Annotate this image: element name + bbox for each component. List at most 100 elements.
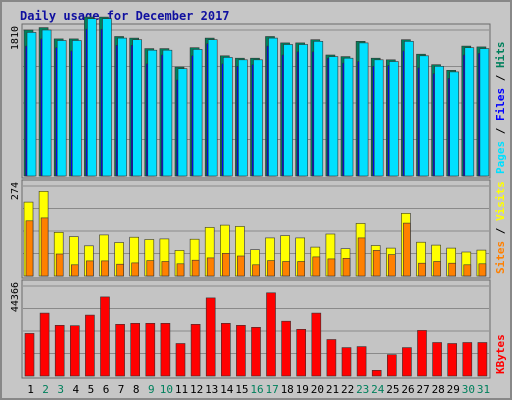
x-tick-day-16: 16 (250, 383, 263, 396)
legend-item-files: Files (494, 88, 507, 121)
x-axis-day-labels: 1 2 3 4 5 6 7 8 9 10 11 12 13 14 15 16 17 18 19 20 21 22 23 24 2… (27, 383, 490, 396)
bar-sites-day-31 (478, 263, 487, 277)
bar-sites-day-5 (86, 260, 94, 277)
bar-pages-day-3 (56, 40, 67, 177)
bar-kbytes-day-11 (175, 343, 186, 377)
bar-kbytes-day-17 (266, 292, 276, 377)
bar-pages-day-31 (479, 48, 490, 177)
x-tick-day-13: 13 (205, 383, 218, 396)
bar-pages-day-8 (132, 39, 142, 177)
bar-sites-day-12 (191, 259, 200, 277)
x-tick-day-30: 30 (462, 383, 475, 396)
bar-pages-day-4 (72, 40, 82, 177)
bar-sites-day-9 (146, 260, 155, 277)
bar-kbytes-day-2 (39, 312, 50, 377)
bar-pages-day-19 (298, 44, 309, 177)
y-max-label: 44366 (10, 282, 21, 312)
bar-kbytes-day-1 (24, 333, 35, 377)
x-tick-day-27: 27 (416, 383, 429, 396)
chart-title: Daily usage for December 2017 (20, 9, 230, 23)
bar-sites-day-11 (176, 263, 185, 277)
x-tick-day-31: 31 (477, 383, 490, 396)
x-tick-day-25: 25 (386, 383, 399, 396)
bar-pages-day-11 (177, 68, 188, 177)
bar-sites-day-30 (463, 264, 472, 277)
x-tick-day-8: 8 (133, 383, 140, 396)
bar-kbytes-day-26 (402, 347, 412, 377)
bar-pages-day-23 (358, 42, 369, 177)
bar-sites-day-4 (71, 264, 79, 277)
bar-pages-day-2 (41, 29, 52, 177)
x-tick-day-3: 3 (57, 383, 64, 396)
bar-sites-day-24 (372, 250, 381, 277)
legend-item-kbytes: KBytes (494, 334, 507, 374)
bar-pages-day-14 (223, 57, 233, 177)
bar-pages-day-26 (404, 40, 414, 177)
bar-pages-day-22 (343, 57, 354, 177)
x-tick-day-19: 19 (296, 383, 309, 396)
bar-sites-day-8 (131, 262, 139, 277)
bar-kbytes-day-21 (326, 339, 337, 377)
bars-kbytes (24, 292, 488, 377)
x-tick-day-12: 12 (190, 383, 203, 396)
bar-sites-day-10 (161, 261, 170, 277)
bar-kbytes-day-4 (70, 325, 80, 377)
bar-kbytes-day-8 (130, 322, 140, 377)
bar-pages-day-24 (373, 59, 384, 177)
bar-sites-day-15 (237, 255, 245, 277)
bar-kbytes-day-9 (145, 322, 156, 377)
bar-pages-day-20 (313, 40, 324, 177)
x-tick-day-15: 15 (235, 383, 248, 396)
bar-sites-day-1 (25, 220, 34, 277)
bar-kbytes-day-27 (417, 330, 427, 377)
bar-kbytes-day-7 (115, 323, 125, 377)
legend-pages-files-hits: Pages / Files / Hits (494, 42, 507, 175)
x-tick-day-5: 5 (88, 383, 95, 396)
bar-kbytes-day-22 (341, 347, 352, 377)
bar-kbytes-day-24 (371, 369, 382, 377)
legend-item-hits: Hits (494, 42, 507, 69)
bar-kbytes-day-30 (462, 342, 473, 377)
bar-pages-day-5 (87, 18, 97, 177)
bar-sites-day-2 (40, 217, 49, 277)
x-tick-day-26: 26 (401, 383, 414, 396)
bar-kbytes-day-23 (356, 346, 367, 377)
x-tick-day-9: 9 (148, 383, 155, 396)
bar-sites-day-27 (418, 262, 426, 277)
bar-kbytes-day-10 (160, 322, 171, 377)
bar-kbytes-day-29 (447, 343, 458, 377)
bar-sites-day-7 (116, 263, 124, 277)
legend-item-visits: Visits (494, 181, 507, 221)
x-tick-day-10: 10 (160, 383, 173, 396)
bar-kbytes-day-16 (251, 326, 261, 377)
bar-pages-day-10 (162, 49, 173, 177)
bar-pages-day-7 (117, 37, 127, 177)
bar-kbytes-day-3 (54, 324, 65, 377)
x-tick-day-6: 6 (103, 383, 110, 396)
x-tick-day-7: 7 (118, 383, 125, 396)
legend-item-pages: Pages (494, 141, 507, 174)
bar-pages-day-21 (328, 56, 339, 177)
legend-kbytes: KBytes (494, 334, 507, 374)
bar-pages-day-28 (434, 66, 444, 177)
x-tick-day-22: 22 (341, 383, 354, 396)
bar-sites-day-23 (357, 237, 366, 277)
bar-sites-day-25 (387, 254, 396, 277)
x-tick-day-29: 29 (447, 383, 460, 396)
bar-kbytes-day-15 (236, 324, 246, 377)
bar-sites-day-17 (267, 260, 275, 277)
bar-pages-day-17 (268, 37, 278, 177)
bar-kbytes-day-12 (190, 323, 201, 377)
bar-pages-day-29 (449, 71, 460, 177)
bar-pages-day-30 (464, 47, 475, 177)
bar-kbytes-day-31 (477, 342, 488, 377)
y-max-label: 274 (10, 182, 21, 200)
bar-sites-day-21 (327, 258, 336, 277)
y-max-label: 1810 (10, 26, 21, 50)
x-tick-day-24: 24 (371, 383, 385, 396)
bar-kbytes-day-6 (100, 296, 110, 377)
bar-sites-day-28 (433, 261, 441, 277)
x-tick-day-14: 14 (220, 383, 234, 396)
